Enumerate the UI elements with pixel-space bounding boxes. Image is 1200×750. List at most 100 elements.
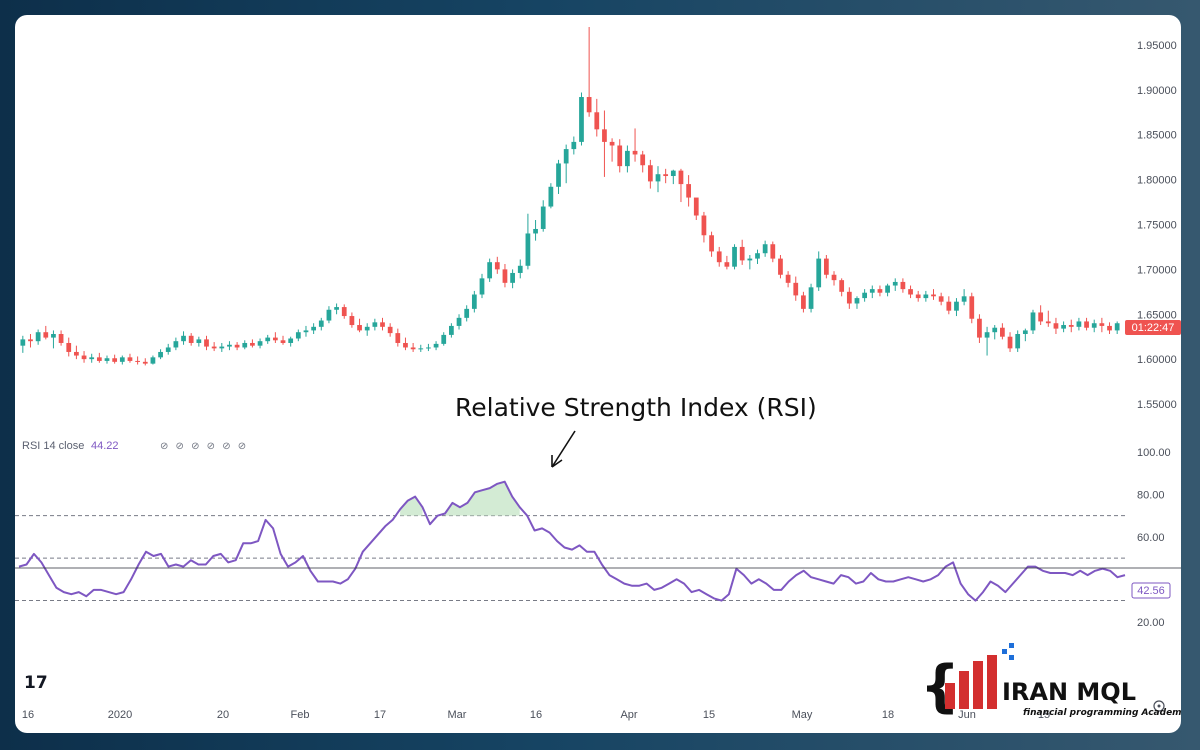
candle-body: [318, 320, 324, 327]
tradingview-logo[interactable]: 17: [24, 673, 48, 693]
candle-body: [1084, 321, 1089, 328]
candle-body: [89, 357, 95, 360]
candle-body: [1114, 323, 1120, 331]
candle-body: [1045, 321, 1051, 324]
candle: [992, 325, 998, 340]
candle: [112, 354, 118, 364]
candle: [295, 329, 301, 342]
candle: [326, 306, 332, 324]
price-badge-text: 01:22:47: [1132, 322, 1175, 334]
candle: [709, 231, 714, 257]
candle: [984, 326, 990, 356]
candle-body: [250, 342, 255, 346]
chart-panel[interactable]: 1.95000 1.90000 1.85000 1.80000 1.75000 1.700…: [15, 15, 1181, 733]
candle-body: [770, 244, 776, 259]
candle-body: [517, 265, 523, 273]
candle-body: [563, 149, 569, 164]
candle-body: [1076, 321, 1082, 327]
candle-body: [104, 358, 110, 361]
candle: [188, 333, 194, 346]
candle: [165, 343, 171, 355]
candle: [747, 255, 753, 270]
candle-body: [35, 332, 41, 342]
candle-body: [418, 348, 424, 350]
candle-body: [227, 344, 232, 347]
candle: [816, 251, 822, 291]
candle-body: [403, 342, 408, 348]
candle-body: [387, 326, 393, 334]
time-tick-label: Feb: [291, 709, 310, 721]
candle: [410, 342, 416, 352]
candle-body: [51, 334, 56, 338]
price-tick-label: 1.70000: [1137, 264, 1177, 276]
candle: [257, 338, 263, 349]
candle-body: [1022, 330, 1028, 335]
candle-body: [119, 357, 125, 362]
time-tick-label: Jun: [958, 709, 976, 721]
candle-body: [892, 281, 898, 286]
candle: [349, 312, 355, 328]
candle-body: [456, 317, 462, 326]
candle: [1007, 332, 1013, 352]
candle-body: [548, 186, 554, 207]
candle: [1107, 322, 1112, 335]
candle: [58, 330, 64, 346]
candle-body: [533, 228, 538, 234]
candle: [602, 110, 607, 177]
candle: [540, 200, 546, 232]
candle: [181, 331, 186, 345]
candle-body: [540, 206, 546, 229]
candle: [594, 98, 600, 137]
candle-body: [1007, 336, 1013, 349]
candle: [272, 332, 278, 343]
candle: [35, 329, 41, 345]
candle: [1091, 319, 1097, 333]
rsi-settings-icons[interactable]: ⊘ ⊘ ⊘ ⊘ ⊘ ⊘: [160, 441, 248, 452]
candle-body: [984, 332, 990, 338]
candle-body: [1107, 325, 1112, 331]
candle: [1015, 330, 1021, 352]
candle: [770, 241, 776, 263]
candle: [380, 317, 385, 331]
candle-body: [158, 351, 163, 358]
time-tick-label: 16: [22, 709, 34, 721]
candle: [640, 150, 646, 173]
rsi-badge: 42.56: [1131, 582, 1171, 599]
candle-body: [441, 334, 447, 344]
gear-icon[interactable]: [1153, 700, 1165, 712]
candle-body: [449, 325, 454, 335]
candle-body: [678, 170, 684, 185]
candle: [28, 334, 33, 348]
candle-body: [716, 251, 722, 263]
candle-body: [1015, 334, 1021, 349]
candle: [793, 276, 799, 301]
candle: [892, 278, 898, 291]
time-tick-label: 15: [703, 709, 715, 721]
candle: [403, 337, 408, 351]
candle: [395, 328, 401, 347]
candle-body: [219, 346, 225, 349]
chart-canvas[interactable]: 1.95000 1.90000 1.85000 1.80000 1.75000 1.700…: [15, 15, 1181, 733]
time-tick-label: 18: [882, 709, 894, 721]
candle: [303, 325, 309, 337]
candle-body: [66, 342, 72, 352]
candle: [1030, 309, 1036, 335]
candle: [464, 305, 470, 322]
candle-body: [242, 342, 248, 348]
candle-body: [625, 150, 630, 167]
candle: [219, 342, 225, 352]
candle-body: [816, 258, 822, 288]
candle-body: [196, 339, 202, 343]
candle-body: [602, 129, 607, 142]
candle: [494, 256, 500, 274]
price-badge: 01:22:47: [1125, 320, 1181, 335]
candle-body: [471, 294, 477, 309]
candle-body: [234, 344, 240, 348]
candlestick-series: [20, 27, 1120, 366]
candle-body: [204, 339, 209, 347]
brand-name: IRAN MQL: [1002, 678, 1136, 706]
time-tick-label: 15: [1038, 709, 1050, 721]
candle: [364, 323, 370, 336]
candle: [732, 244, 737, 270]
time-axis: 16 2020 20 Feb 17 Mar 16 Apr 15 May 18 Jun 15: [22, 709, 1050, 721]
